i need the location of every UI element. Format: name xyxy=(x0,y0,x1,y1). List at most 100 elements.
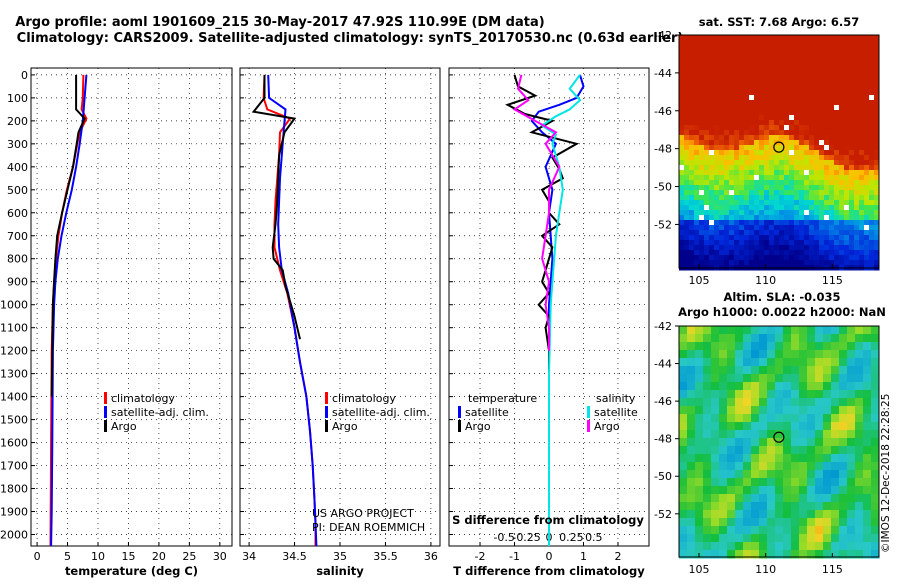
map-cell xyxy=(779,85,785,91)
map-cell xyxy=(847,486,856,495)
map-cell xyxy=(729,135,735,141)
map-cell xyxy=(703,454,712,463)
map-cell xyxy=(754,135,760,141)
map-cell xyxy=(703,350,712,359)
map-cell xyxy=(824,165,830,171)
map-cell xyxy=(695,422,704,431)
map-cell xyxy=(804,210,810,216)
map-cell xyxy=(714,240,720,246)
sst-title: sat. SST: 7.68 Argo: 6.57 xyxy=(699,15,859,29)
map-cell xyxy=(794,95,800,101)
map-cell xyxy=(703,366,712,375)
map-cell xyxy=(774,205,780,211)
map-cell xyxy=(767,382,776,391)
map-cell xyxy=(749,205,755,211)
map-cell xyxy=(823,550,832,559)
map-cell xyxy=(815,462,824,471)
map-cell xyxy=(704,200,710,206)
map-cell xyxy=(749,75,755,81)
map-cell xyxy=(839,494,848,503)
map-cell xyxy=(774,35,780,41)
map-cell xyxy=(744,190,750,196)
map-cell xyxy=(679,35,685,41)
map-cell xyxy=(759,85,765,91)
map-cell xyxy=(744,145,750,151)
map-cell xyxy=(791,542,800,551)
map-cell xyxy=(849,100,855,106)
map-cell xyxy=(759,250,765,256)
map-cell xyxy=(874,225,880,231)
map-cell xyxy=(724,190,730,196)
map-cell xyxy=(799,510,808,519)
map-cell xyxy=(704,135,710,141)
map-cell xyxy=(869,210,875,216)
map-cell xyxy=(729,240,735,246)
map-cell xyxy=(734,60,740,66)
map-y-tick-label: -48 xyxy=(654,143,672,156)
map-cell xyxy=(849,205,855,211)
map-cell xyxy=(719,518,728,527)
map-cell xyxy=(769,220,775,226)
map-cell xyxy=(854,150,860,156)
map-cell xyxy=(844,80,850,86)
map-cell xyxy=(764,100,770,106)
map-cell xyxy=(864,60,870,66)
map-cell xyxy=(839,200,845,206)
map-cell xyxy=(759,180,765,186)
map-cell xyxy=(759,195,765,201)
map-cell xyxy=(687,366,696,375)
map-cell xyxy=(679,95,685,101)
map-cell xyxy=(839,470,848,479)
map-cell xyxy=(689,95,695,101)
map-cell xyxy=(809,100,815,106)
map-frame xyxy=(678,34,880,269)
map-cell xyxy=(699,65,705,71)
map-cell xyxy=(807,526,816,535)
map-cell xyxy=(719,200,725,206)
map-cell xyxy=(869,55,875,61)
map-cell xyxy=(799,95,805,101)
map-cell xyxy=(719,140,725,146)
map-cell xyxy=(807,454,816,463)
map-cell xyxy=(743,470,752,479)
map-cell xyxy=(739,240,745,246)
map-cell xyxy=(679,115,685,121)
map-cell xyxy=(687,430,696,439)
map-x-tick-label: 110 xyxy=(755,274,776,287)
map-cell xyxy=(749,35,755,41)
map-cell xyxy=(739,210,745,216)
map-cell xyxy=(774,245,780,251)
map-cell xyxy=(703,502,712,511)
map-cell xyxy=(751,478,760,487)
map-cell xyxy=(711,430,720,439)
map-cell xyxy=(799,225,805,231)
map-cell xyxy=(739,255,745,261)
map-cell xyxy=(874,55,880,61)
map-cell xyxy=(689,185,695,191)
map-cell xyxy=(789,115,795,121)
map-cell xyxy=(729,45,735,51)
map-cell xyxy=(679,414,688,423)
map-cell xyxy=(789,95,795,101)
map-cell xyxy=(679,446,688,455)
map-cell xyxy=(734,190,740,196)
map-cell xyxy=(734,45,740,51)
map-cell xyxy=(784,215,790,221)
map-y-tick-label: -48 xyxy=(654,433,672,446)
map-cell xyxy=(767,390,776,399)
map-cell xyxy=(864,200,870,206)
map-cell xyxy=(863,446,872,455)
map-cell xyxy=(739,175,745,181)
map-cell xyxy=(844,150,850,156)
map-cell xyxy=(849,75,855,81)
map-cell xyxy=(719,446,728,455)
map-cell xyxy=(743,366,752,375)
map-cell xyxy=(799,220,805,226)
map-cell xyxy=(784,160,790,166)
map-cell xyxy=(744,165,750,171)
map-cell xyxy=(789,105,795,111)
map-cell xyxy=(759,390,768,399)
map-cell xyxy=(769,135,775,141)
map-cell xyxy=(743,494,752,503)
map-cell xyxy=(699,60,705,66)
